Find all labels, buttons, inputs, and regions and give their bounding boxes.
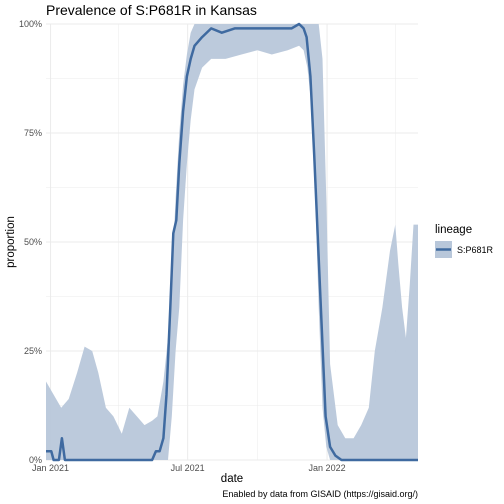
y-axis-title: proportion [5,216,17,268]
x-tick-label: Jan 2021 [32,463,69,473]
confidence-band-layer [46,24,418,460]
legend-title: lineage [435,224,472,236]
caption: Enabled by data from GISAID (https://gis… [222,489,418,499]
y-tick-label: 0% [29,455,42,465]
legend: lineage S:P681R [435,224,494,258]
series-line-s-p681r [46,22,418,462]
x-tick-label: Jul 2021 [171,463,205,473]
chart-title: Prevalence of S:P681R in Kansas [46,2,257,18]
tick-label-layer: 0% 25% 50% 75% 100% Jan 2021 Jul 2021 Jan 2022 [19,19,346,473]
legend-label: S:P681R [457,245,494,255]
grid-layer [46,23,418,461]
y-tick-label: 75% [24,128,42,138]
y-tick-label: 25% [24,346,42,356]
x-tick-label: Jan 2022 [309,463,346,473]
y-tick-label: 100% [19,19,42,29]
series-line-layer [46,22,418,462]
y-tick-label: 50% [24,237,42,247]
x-axis-title: date [221,473,243,485]
confidence-band [46,24,418,460]
